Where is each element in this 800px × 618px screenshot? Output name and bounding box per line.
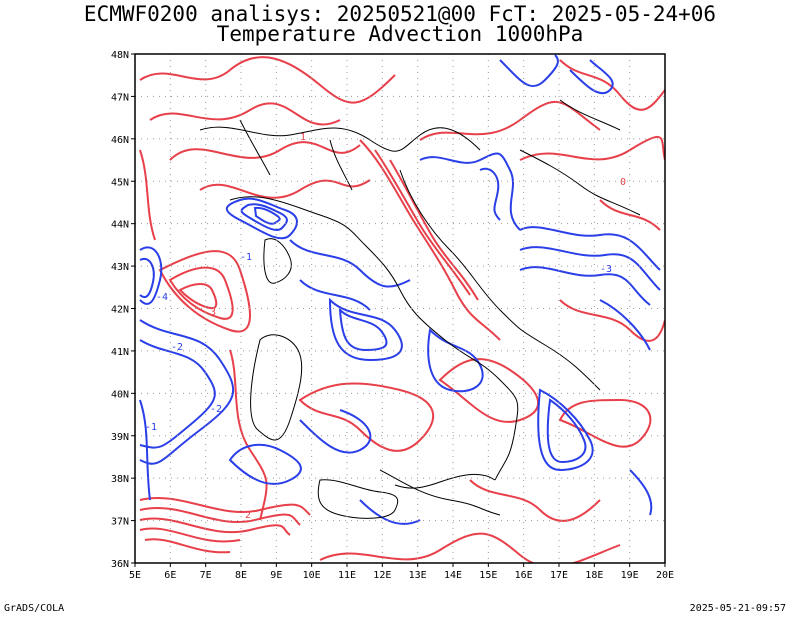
- contour-label: -3: [600, 264, 612, 275]
- cold-advection-contours: [139, 54, 661, 525]
- longitude-axis: 5E 6E 7E 8E 9E 10E 11E 12E 13E 14E 15E 16E 17E 18E 19E…: [129, 563, 674, 581]
- lon-tick-label: 13E: [409, 570, 427, 581]
- contour-label: -2: [171, 342, 183, 353]
- lon-tick-label: 17E: [550, 570, 568, 581]
- lon-tick-label: 11E: [338, 570, 356, 581]
- lon-tick-label: 16E: [515, 570, 533, 581]
- contour-label: 3: [210, 307, 216, 318]
- lat-tick-label: 40N: [111, 389, 129, 400]
- lat-tick-label: 37N: [111, 517, 129, 528]
- generation-timestamp: 2025-05-21-09:57: [689, 603, 786, 614]
- contour-label: -1: [145, 422, 157, 433]
- lon-tick-label: 6E: [164, 570, 176, 581]
- lat-tick-label: 38N: [111, 474, 129, 485]
- contour-label: -4: [156, 292, 168, 303]
- map-title-line-1: ECMWF0200 analisys: 20250521@00 FcT: 202…: [83, 2, 717, 26]
- lon-tick-label: 8E: [235, 570, 247, 581]
- lat-tick-label: 43N: [111, 262, 129, 273]
- map-figure: -1 -2 -1 -2 -3 -4 1 2 3 0: [111, 50, 674, 581]
- contour-label: 2: [245, 510, 251, 521]
- lon-tick-label: 15E: [479, 570, 497, 581]
- software-credit: GrADS/COLA: [4, 603, 65, 614]
- map-title-line-2: Temperature Advection 1000hPa: [216, 22, 584, 46]
- lat-tick-label: 36N: [111, 559, 129, 570]
- contour-label: 0: [620, 177, 626, 188]
- lat-tick-label: 44N: [111, 220, 129, 231]
- graticule: [135, 54, 665, 563]
- contour-labels: -1 -2 -1 -2 -3 -4 1 2 3 0: [145, 132, 626, 521]
- lat-tick-label: 42N: [111, 305, 129, 316]
- lat-tick-label: 47N: [111, 92, 129, 103]
- contour-label: -2: [210, 404, 222, 415]
- lon-tick-label: 19E: [621, 570, 639, 581]
- lon-tick-label: 10E: [303, 570, 321, 581]
- latitude-axis: 36N 37N 38N 39N 40N 41N 42N 43N 44N 45N 46N 47N 48N: [111, 50, 135, 570]
- lon-tick-label: 12E: [373, 570, 391, 581]
- lon-tick-label: 18E: [585, 570, 603, 581]
- lat-tick-label: 45N: [111, 177, 129, 188]
- lat-tick-label: 48N: [111, 50, 129, 61]
- lat-tick-label: 41N: [111, 347, 129, 358]
- lon-tick-label: 7E: [200, 570, 212, 581]
- lon-tick-label: 20E: [656, 570, 674, 581]
- contour-label: 1: [300, 132, 306, 143]
- contour-label: -1: [240, 252, 252, 263]
- warm-advection-contours: [139, 56, 665, 563]
- lon-tick-label: 9E: [270, 570, 282, 581]
- coastline-borders: [199, 99, 641, 519]
- lat-tick-label: 46N: [111, 135, 129, 146]
- lat-tick-label: 39N: [111, 432, 129, 443]
- contour-field: -1 -2 -1 -2 -3 -4 1 2 3 0: [139, 54, 665, 563]
- lon-tick-label: 14E: [444, 570, 462, 581]
- lon-tick-label: 5E: [129, 570, 141, 581]
